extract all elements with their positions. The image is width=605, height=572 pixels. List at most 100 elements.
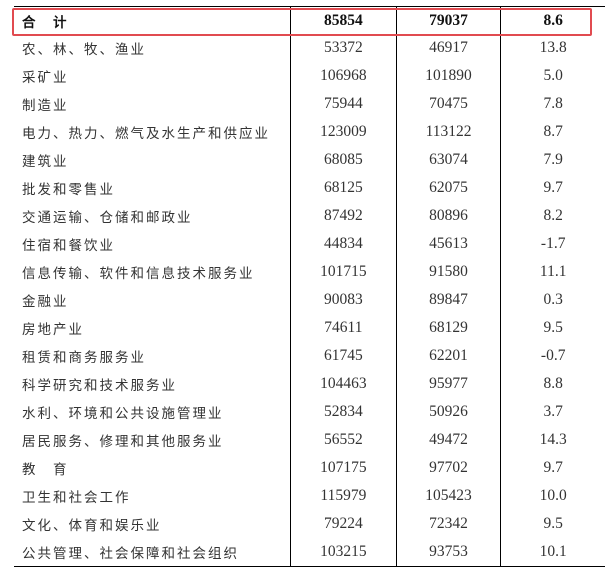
cell-growth: 14.3 xyxy=(500,426,605,454)
table-row: 住宿和餐饮业 44834 45613 -1.7 xyxy=(14,230,605,258)
cell-value-2: 97702 xyxy=(395,454,501,482)
table-row: 信息传输、软件和信息技术服务业 101715 91580 11.1 xyxy=(14,258,605,286)
cell-value-1: 56552 xyxy=(290,426,396,454)
table-row: 文化、体育和娱乐业 79224 72342 9.5 xyxy=(14,510,605,538)
wage-table: 合 计 85854 79037 8.6 农、林、牧、渔业 53372 46917 13… xyxy=(14,6,605,567)
row-label: 科学研究和技术服务业 xyxy=(22,378,177,394)
table-row: 教 育 107175 97702 9.7 xyxy=(14,454,605,482)
cell-value-1: 44834 xyxy=(290,230,396,258)
cell-value-2: 63074 xyxy=(395,146,501,174)
cell-value-1: 52834 xyxy=(290,398,396,426)
row-label: 房地产业 xyxy=(22,322,84,338)
cell-growth: 7.9 xyxy=(500,146,605,174)
cell-value-1: 79224 xyxy=(290,510,396,538)
table-row: 居民服务、修理和其他服务业 56552 49472 14.3 xyxy=(14,426,605,454)
cell-value-1: 123009 xyxy=(290,118,396,146)
cell-value-2: 95977 xyxy=(395,370,501,398)
cell-value-2: 49472 xyxy=(395,426,501,454)
cell-value-2: 68129 xyxy=(395,314,501,342)
cell-value-1: 101715 xyxy=(290,258,396,286)
cell-value-2: 91580 xyxy=(395,258,501,286)
cell-value-1: 104463 xyxy=(290,370,396,398)
row-label: 信息传输、软件和信息技术服务业 xyxy=(22,266,255,282)
cell-value-1: 53372 xyxy=(290,34,396,62)
cell-value-2: 93753 xyxy=(395,538,501,566)
row-label: 租赁和商务服务业 xyxy=(22,350,146,366)
cell-growth: 8.2 xyxy=(500,202,605,230)
cell-value-2: 80896 xyxy=(395,202,501,230)
cell-growth: -0.7 xyxy=(500,342,605,370)
cell-value-1: 61745 xyxy=(290,342,396,370)
cell-growth: 9.5 xyxy=(500,314,605,342)
cell-growth: 0.3 xyxy=(500,286,605,314)
cell-value-1: 103215 xyxy=(290,538,396,566)
cell-value-2: 72342 xyxy=(395,510,501,538)
table-row: 电力、热力、燃气及水生产和供应业 123009 113122 8.7 xyxy=(14,118,605,146)
cell-value-1: 90083 xyxy=(290,286,396,314)
cell-growth: 7.8 xyxy=(500,90,605,118)
cell-value-2: 70475 xyxy=(395,90,501,118)
cell-growth: 8.6 xyxy=(500,7,605,34)
cell-growth: 10.0 xyxy=(500,482,605,510)
cell-value-2: 101890 xyxy=(395,62,501,90)
table-row: 金融业 90083 89847 0.3 xyxy=(14,286,605,314)
cell-growth: 5.0 xyxy=(500,62,605,90)
row-label: 农、林、牧、渔业 xyxy=(22,42,146,58)
row-label: 住宿和餐饮业 xyxy=(22,238,115,254)
row-label: 制造业 xyxy=(22,98,69,114)
cell-growth: 11.1 xyxy=(500,258,605,286)
row-label: 卫生和社会工作 xyxy=(22,490,131,506)
cell-value-1: 87492 xyxy=(290,202,396,230)
cell-growth: -1.7 xyxy=(500,230,605,258)
table-row: 卫生和社会工作 115979 105423 10.0 xyxy=(14,482,605,510)
cell-value-2: 50926 xyxy=(395,398,501,426)
cell-value-1: 68085 xyxy=(290,146,396,174)
cell-value-2: 113122 xyxy=(395,118,501,146)
row-label: 合 计 xyxy=(22,14,69,31)
row-label: 公共管理、社会保障和社会组织 xyxy=(22,546,239,562)
cell-growth: 8.8 xyxy=(500,370,605,398)
cell-growth: 9.5 xyxy=(500,510,605,538)
cell-value-1: 106968 xyxy=(290,62,396,90)
table-row: 农、林、牧、渔业 53372 46917 13.8 xyxy=(14,34,605,62)
cell-growth: 13.8 xyxy=(500,34,605,62)
row-label: 居民服务、修理和其他服务业 xyxy=(22,434,224,450)
table-row: 批发和零售业 68125 62075 9.7 xyxy=(14,174,605,202)
table-row: 交通运输、仓储和邮政业 87492 80896 8.2 xyxy=(14,202,605,230)
table-row: 科学研究和技术服务业 104463 95977 8.8 xyxy=(14,370,605,398)
cell-value-1: 68125 xyxy=(290,174,396,202)
table-row: 房地产业 74611 68129 9.5 xyxy=(14,314,605,342)
cell-growth: 9.7 xyxy=(500,174,605,202)
row-label: 批发和零售业 xyxy=(22,182,115,198)
row-label: 交通运输、仓储和邮政业 xyxy=(22,210,193,226)
row-label: 教 育 xyxy=(22,462,69,478)
cell-value-1: 74611 xyxy=(290,314,396,342)
row-label: 水利、环境和公共设施管理业 xyxy=(22,406,224,422)
cell-value-1: 85854 xyxy=(290,7,396,34)
cell-value-2: 105423 xyxy=(395,482,501,510)
cell-value-2: 62075 xyxy=(395,174,501,202)
table-row: 采矿业 106968 101890 5.0 xyxy=(14,62,605,90)
cell-growth: 10.1 xyxy=(500,538,605,566)
row-label: 电力、热力、燃气及水生产和供应业 xyxy=(22,126,270,142)
cell-value-2: 45613 xyxy=(395,230,501,258)
cell-value-2: 62201 xyxy=(395,342,501,370)
row-label: 金融业 xyxy=(22,294,69,310)
table-row: 制造业 75944 70475 7.8 xyxy=(14,90,605,118)
cell-value-1: 107175 xyxy=(290,454,396,482)
row-label: 采矿业 xyxy=(22,70,69,86)
cell-growth: 9.7 xyxy=(500,454,605,482)
table-row-total: 合 计 85854 79037 8.6 xyxy=(14,7,605,34)
table-row: 建筑业 68085 63074 7.9 xyxy=(14,146,605,174)
table-row: 租赁和商务服务业 61745 62201 -0.7 xyxy=(14,342,605,370)
row-label: 建筑业 xyxy=(22,154,69,170)
cell-value-2: 46917 xyxy=(395,34,501,62)
cell-value-2: 79037 xyxy=(395,7,501,34)
cell-value-1: 115979 xyxy=(290,482,396,510)
row-label: 文化、体育和娱乐业 xyxy=(22,518,162,534)
cell-value-1: 75944 xyxy=(290,90,396,118)
table-row: 水利、环境和公共设施管理业 52834 50926 3.7 xyxy=(14,398,605,426)
cell-growth: 3.7 xyxy=(500,398,605,426)
table-row: 公共管理、社会保障和社会组织 103215 93753 10.1 xyxy=(14,538,605,566)
cell-growth: 8.7 xyxy=(500,118,605,146)
